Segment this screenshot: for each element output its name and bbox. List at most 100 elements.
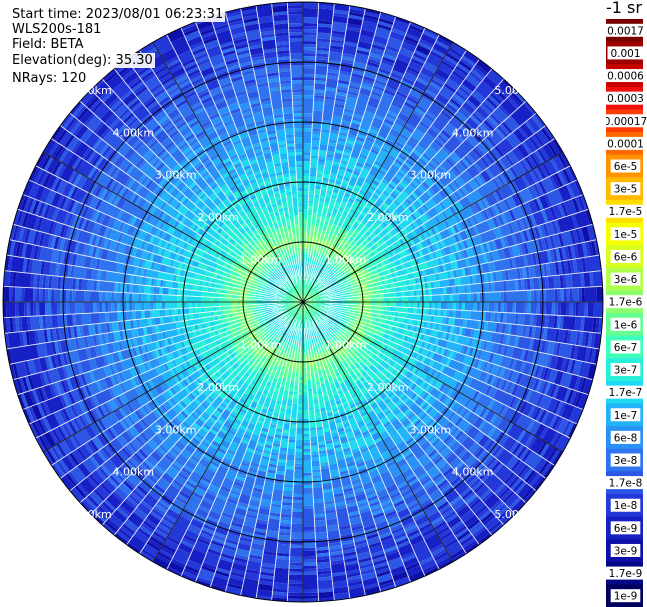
ppi-cell: [488, 129, 504, 146]
ppi-cell: [303, 77, 315, 81]
ppi-cell: [417, 493, 431, 505]
ppi-cell: [379, 534, 394, 542]
ppi-cell: [345, 139, 355, 146]
ppi-cell: [359, 562, 374, 570]
ppi-cell: [556, 417, 569, 435]
ppi-cell: [523, 278, 528, 291]
ppi-cell: [448, 389, 457, 399]
ppi-cell: [393, 532, 407, 541]
ppi-cell: [301, 310, 303, 314]
ppi-cell: [380, 499, 393, 507]
ppi-cell: [316, 317, 324, 326]
ppi-cell: [569, 359, 576, 375]
ppi-cell: [319, 189, 327, 197]
ppi-cell: [423, 374, 433, 384]
ppi-cell: [359, 447, 369, 454]
ppi-cell: [278, 528, 292, 533]
ppi-cell: [316, 276, 321, 283]
ppi-cell: [519, 230, 527, 243]
ppi-cell: [469, 478, 482, 490]
ppi-cell: [501, 121, 513, 134]
ppi-cell: [570, 344, 576, 360]
ppi-cell: [375, 172, 385, 182]
ppi-cell: [453, 138, 475, 160]
ppi-cell: [312, 313, 318, 319]
ppi-cell: [450, 167, 460, 178]
ppi-cell: [405, 454, 422, 471]
ppi-cell: [315, 56, 329, 61]
ppi-cell: [439, 530, 454, 542]
ppi-cell: [392, 296, 399, 302]
ppi-cell: [314, 513, 326, 518]
ppi-cell: [317, 576, 333, 581]
ppi-cell: [226, 583, 243, 590]
ppi-cell: [393, 241, 400, 248]
ppi-cell: [296, 421, 303, 429]
ppi-cell: [316, 337, 323, 347]
ppi-cell: [522, 361, 532, 376]
ppi-cell: [394, 204, 406, 216]
ppi-cell: [326, 150, 335, 156]
ppi-cell: [527, 214, 535, 228]
ppi-cell: [370, 213, 380, 222]
ppi-cell: [274, 387, 280, 392]
ppi-cell: [452, 293, 460, 302]
ppi-cell: [303, 409, 310, 419]
ppi-cell: [418, 522, 432, 532]
ppi-cell: [524, 215, 532, 229]
ppi-cell: [379, 62, 394, 73]
ppi-cell: [395, 302, 402, 308]
ppi-cell: [311, 454, 320, 458]
ppi-cell: [333, 264, 340, 271]
ppi-cell: [326, 372, 331, 377]
ppi-cell: [392, 161, 402, 169]
ppi-cell: [393, 576, 411, 588]
ppi-cell: [423, 403, 432, 413]
ppi-cell: [572, 229, 579, 244]
ppi-cell: [489, 375, 497, 387]
ppi-cell: [470, 293, 475, 302]
ppi-cell: [497, 302, 501, 313]
ppi-cell: [357, 374, 364, 380]
ppi-cell: [279, 519, 292, 524]
ppi-cell: [473, 110, 486, 122]
ppi-cell: [485, 456, 497, 469]
ppi-cell: [350, 229, 360, 240]
ppi-cell: [321, 281, 330, 288]
ppi-cell: [384, 409, 392, 417]
ppi-cell: [505, 279, 516, 292]
ppi-cell: [465, 346, 472, 356]
ppi-cell: [412, 384, 425, 397]
ppi-cell: [328, 377, 334, 382]
ppi-cell: [381, 153, 397, 172]
ppi-cell: [361, 371, 368, 377]
ppi-cell: [352, 484, 364, 491]
ppi-cell: [347, 414, 355, 420]
ppi-cell: [443, 246, 452, 256]
ppi-cell: [374, 211, 382, 218]
ppi-cell: [449, 270, 455, 279]
ppi-cell: [344, 142, 354, 148]
ppi-cell: [402, 450, 413, 458]
ppi-cell: [517, 336, 532, 351]
ppi-cell: [295, 448, 303, 452]
ppi-cell: [338, 315, 348, 322]
ppi-cell: [333, 209, 344, 226]
ppi-cell: [303, 293, 306, 300]
ppi-cell: [383, 350, 394, 360]
ppi-cell: [318, 450, 327, 455]
ppi-cell: [566, 389, 575, 405]
ppi-cell: [438, 188, 449, 200]
ppi-cell: [297, 406, 303, 410]
ppi-cell: [333, 3, 350, 12]
ppi-cell: [581, 242, 588, 258]
ppi-cell: [406, 529, 421, 538]
ppi-cell: [593, 239, 600, 256]
ppi-cell: [454, 65, 469, 77]
ppi-cell: [485, 362, 492, 373]
ppi-cell: [282, 489, 294, 497]
ppi-cell: [474, 273, 483, 284]
ppi-cell: [292, 394, 299, 398]
ppi-cell: [275, 428, 283, 433]
ppi-cell: [416, 295, 420, 302]
